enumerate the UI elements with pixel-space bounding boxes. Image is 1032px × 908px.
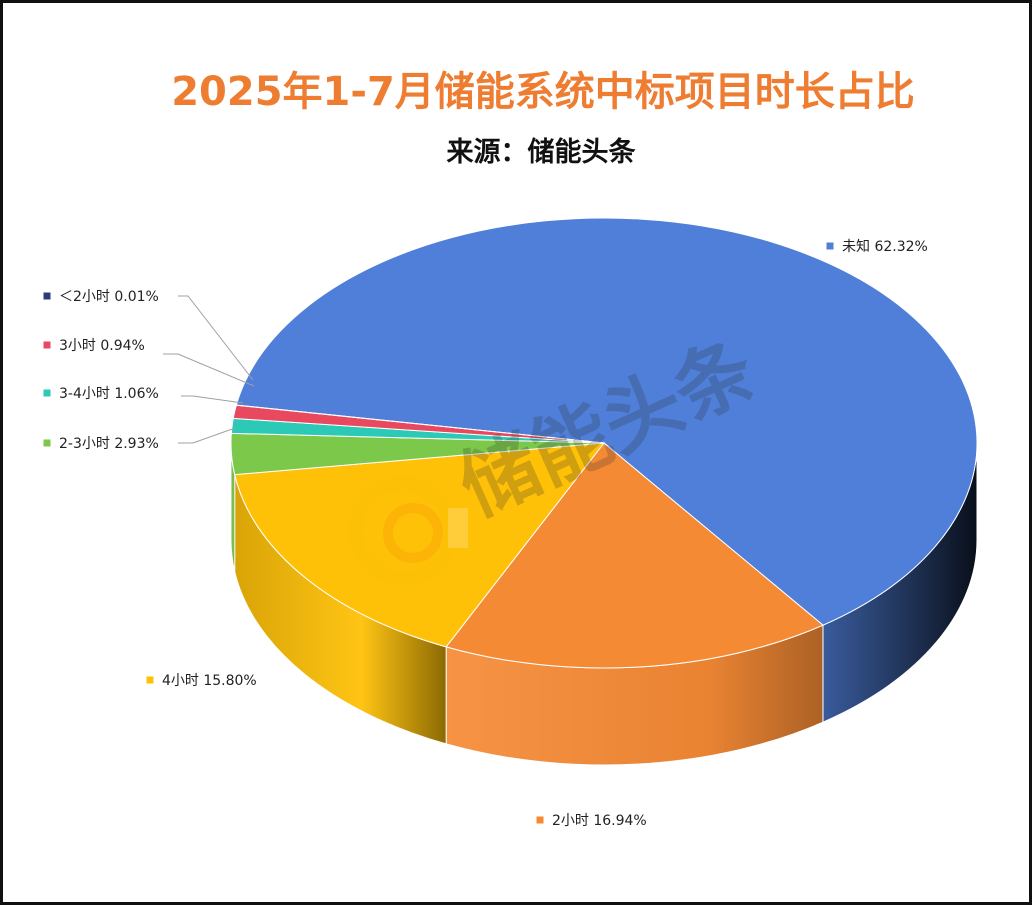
slice-未知 <box>235 217 978 626</box>
leader-line-3小时 <box>163 353 255 387</box>
slice-2小时 <box>445 442 824 669</box>
legend-marker-2小时 <box>536 816 544 824</box>
watermark-logo-icon <box>348 476 468 586</box>
slice-label-<2小时: ＜2小时 0.01% <box>59 289 159 305</box>
slice-label-3小时: 3小时 0.94% <box>59 338 145 354</box>
chart-title: 2025年1-7月储能系统中标项目时长占比 <box>171 69 915 115</box>
pie-top-faces <box>230 217 978 669</box>
slice-labels: 未知 62.32% 2小时 16.94% 4小时 15.80% 2-3小时 2.93%… <box>43 238 928 829</box>
leader-lines <box>163 295 255 444</box>
pie-chart: 2025年1-7月储能系统中标项目时长占比 来源：储能头条 储能头条 未知 62… <box>43 69 978 829</box>
slice-label-4小时: 4小时 15.80% <box>162 673 257 689</box>
leader-line-3-4小时 <box>181 395 244 404</box>
slice-label-3-4小时: 3-4小时 1.06% <box>59 386 159 402</box>
slice-4小时 <box>234 442 606 648</box>
chart-subtitle: 来源：储能头条 <box>447 136 637 168</box>
legend-marker-2-3小时 <box>43 439 51 447</box>
legend-marker-<2小时 <box>43 292 51 300</box>
legend-marker-3-4小时 <box>43 389 51 397</box>
legend-marker-4小时 <box>146 676 154 684</box>
slice-label-2-3小时: 2-3小时 2.93% <box>59 436 159 452</box>
pie-side-walls <box>230 442 978 766</box>
legend-marker-3小时 <box>43 341 51 349</box>
legend-marker-未知 <box>826 242 834 250</box>
slice-label-2小时: 2小时 16.94% <box>552 813 647 829</box>
slice-<2小时 <box>235 404 605 444</box>
leader-line-<2小时 <box>178 295 254 381</box>
slice-label-未知: 未知 62.32% <box>842 238 928 255</box>
leader-line-2-3小时 <box>178 427 236 444</box>
